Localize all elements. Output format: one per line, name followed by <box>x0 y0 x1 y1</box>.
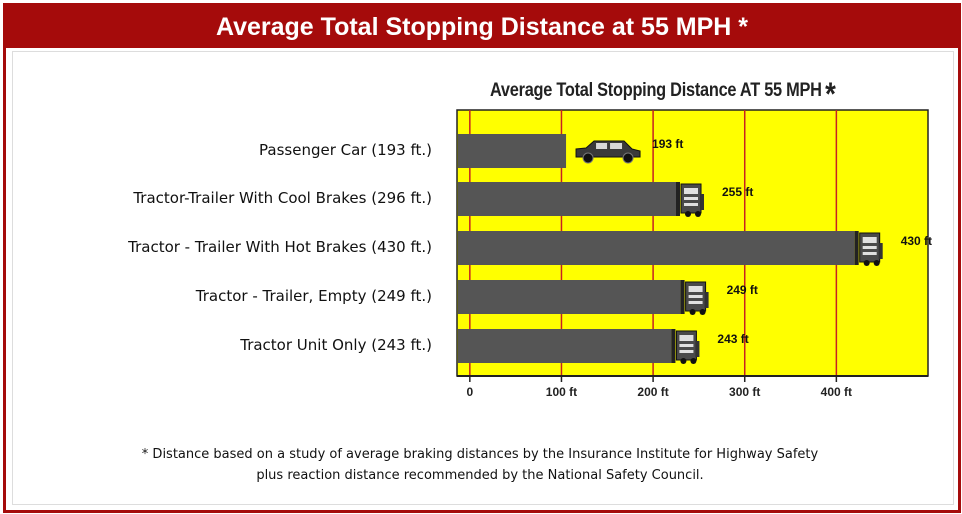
chart-title-asterisk: * <box>825 76 836 112</box>
category-label-1: Passenger Car (193 ft.) <box>259 141 432 159</box>
chart-title-text: Average Total Stopping Distance AT 55 MP… <box>490 80 822 101</box>
footnote-line-1: * Distance based on a study of average b… <box>141 447 819 462</box>
data-label-4: 249 ft <box>727 283 758 297</box>
banner-title: Average Total Stopping Distance at 55 MP… <box>6 6 958 48</box>
x-tick-label-0: 0 <box>466 385 473 399</box>
data-label-3: 430 ft <box>901 234 932 248</box>
category-label-5: Tractor Unit Only (243 ft.) <box>240 336 432 354</box>
truck-icon <box>671 329 700 364</box>
x-tick-label-400: 400 ft <box>821 385 852 399</box>
category-label-2: Tractor-Trailer With Cool Brakes (296 ft… <box>133 189 432 207</box>
chart-title: Average Total Stopping Distance AT 55 MP… <box>490 76 868 113</box>
bar-1 <box>458 134 567 168</box>
category-label-4: Tractor - Trailer, Empty (249 ft.) <box>195 287 432 305</box>
bar-2 <box>458 182 677 216</box>
data-label-2: 255 ft <box>722 185 753 199</box>
bar-3 <box>458 231 855 265</box>
x-tick-label-300: 300 ft <box>729 385 760 399</box>
data-label-5: 243 ft <box>717 332 748 346</box>
bar-5 <box>458 329 672 363</box>
footnote-line-2: plus reaction distance recommended by th… <box>256 468 704 483</box>
truck-icon <box>854 231 883 266</box>
bar-4 <box>458 280 681 314</box>
car-icon <box>575 140 641 164</box>
truck-icon <box>676 182 705 217</box>
truck-icon <box>680 280 709 315</box>
category-label-3: Tractor - Trailer With Hot Brakes (430 f… <box>128 238 432 256</box>
data-label-1: 193 ft <box>652 137 683 151</box>
x-tick-label-100: 100 ft <box>546 385 577 399</box>
x-tick-label-200: 200 ft <box>637 385 668 399</box>
footnote: * Distance based on a study of average b… <box>40 444 920 486</box>
